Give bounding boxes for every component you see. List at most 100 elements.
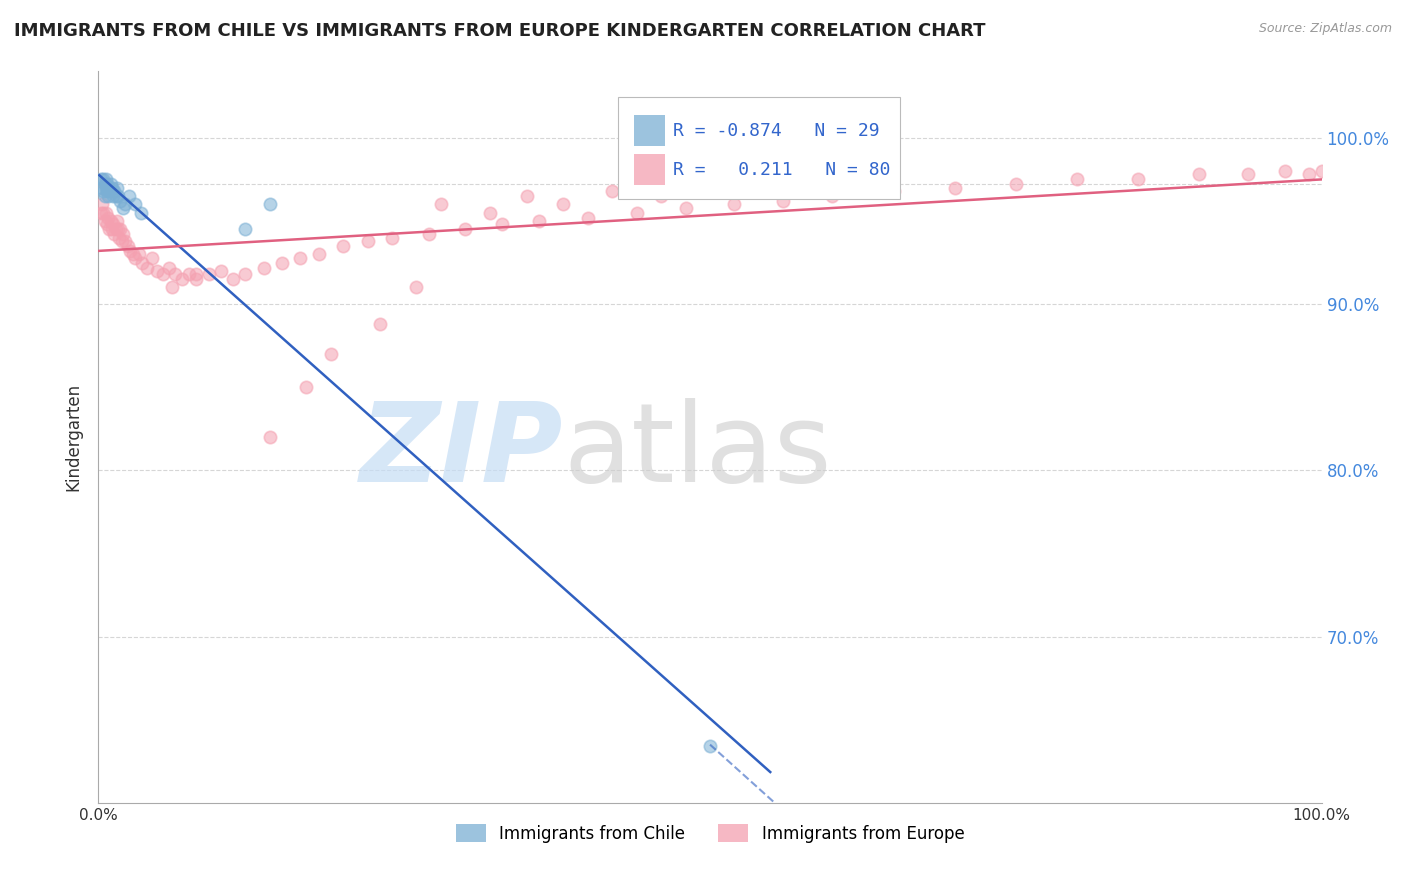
Point: [101, 180, 124, 194]
Point: [699, 739, 721, 754]
Point: [515, 189, 537, 203]
Point: [128, 247, 150, 261]
Point: [259, 197, 281, 211]
FancyBboxPatch shape: [634, 115, 665, 146]
Point: [197, 267, 219, 281]
Point: [121, 247, 143, 261]
Point: [93, 189, 115, 203]
Point: [170, 272, 193, 286]
Point: [91, 184, 114, 198]
Point: [111, 201, 134, 215]
Point: [675, 201, 697, 215]
Point: [129, 205, 152, 219]
Point: [110, 222, 132, 236]
Point: [97, 211, 120, 225]
Point: [1128, 172, 1150, 186]
Point: [1274, 164, 1296, 178]
Point: [233, 222, 256, 236]
Point: [1310, 164, 1333, 178]
Point: [290, 251, 312, 265]
Point: [157, 260, 180, 275]
Y-axis label: Kindergarten: Kindergarten: [65, 383, 83, 491]
Point: [600, 184, 623, 198]
Point: [105, 214, 128, 228]
Point: [90, 172, 112, 186]
Point: [118, 189, 141, 203]
Point: [418, 227, 440, 242]
Point: [368, 317, 391, 331]
Point: [91, 205, 114, 219]
Point: [117, 239, 139, 253]
Point: [97, 189, 120, 203]
Point: [104, 189, 127, 203]
Text: IMMIGRANTS FROM CHILE VS IMMIGRANTS FROM EUROPE KINDERGARTEN CORRELATION CHART: IMMIGRANTS FROM CHILE VS IMMIGRANTS FROM…: [14, 22, 986, 40]
Point: [160, 280, 183, 294]
Point: [177, 267, 200, 281]
Point: [259, 430, 281, 444]
Point: [165, 267, 187, 281]
Point: [93, 214, 115, 228]
Point: [101, 189, 124, 203]
Point: [96, 217, 118, 231]
Point: [295, 380, 318, 394]
Point: [114, 234, 136, 248]
Point: [93, 178, 115, 192]
Point: [356, 234, 378, 248]
Point: [120, 244, 142, 258]
Point: [100, 214, 122, 228]
Point: [1004, 178, 1026, 192]
Point: [136, 260, 159, 275]
Point: [761, 178, 783, 192]
Point: [152, 267, 174, 281]
Point: [723, 197, 745, 211]
Point: [943, 180, 966, 194]
Legend: Immigrants from Chile, Immigrants from Europe: Immigrants from Chile, Immigrants from E…: [449, 818, 972, 849]
Point: [527, 214, 550, 228]
Point: [124, 251, 146, 265]
Point: [626, 205, 648, 219]
Point: [100, 178, 122, 192]
Point: [772, 194, 794, 208]
Point: [821, 189, 844, 203]
Point: [111, 234, 134, 248]
Point: [308, 247, 330, 261]
Point: [94, 172, 117, 186]
Point: [405, 280, 427, 294]
Point: [209, 264, 232, 278]
Point: [186, 267, 208, 281]
Point: [91, 197, 114, 211]
Point: [381, 230, 404, 244]
Point: [107, 222, 129, 236]
Point: [96, 184, 118, 198]
Point: [91, 180, 114, 194]
Point: [110, 194, 132, 208]
Point: [124, 197, 146, 211]
Point: [252, 260, 274, 275]
Point: [1237, 168, 1260, 182]
Point: [1298, 168, 1320, 182]
Point: [114, 197, 136, 211]
Text: R =   0.211   N = 80: R = 0.211 N = 80: [673, 161, 891, 179]
Point: [1188, 168, 1211, 182]
Point: [576, 211, 599, 225]
Point: [650, 189, 672, 203]
Point: [270, 255, 294, 269]
Point: [107, 189, 129, 203]
Point: [104, 222, 127, 236]
Point: [186, 272, 208, 286]
Text: ZIP: ZIP: [360, 398, 564, 505]
Point: [1066, 172, 1088, 186]
Point: [96, 178, 118, 192]
Point: [491, 217, 513, 231]
Text: atlas: atlas: [564, 398, 832, 505]
FancyBboxPatch shape: [619, 97, 900, 200]
Point: [98, 222, 121, 236]
Point: [131, 255, 153, 269]
Point: [91, 172, 114, 186]
Point: [97, 180, 120, 194]
Point: [94, 180, 117, 194]
Point: [101, 217, 124, 231]
Point: [222, 272, 245, 286]
Point: [90, 205, 112, 219]
Point: [454, 222, 477, 236]
